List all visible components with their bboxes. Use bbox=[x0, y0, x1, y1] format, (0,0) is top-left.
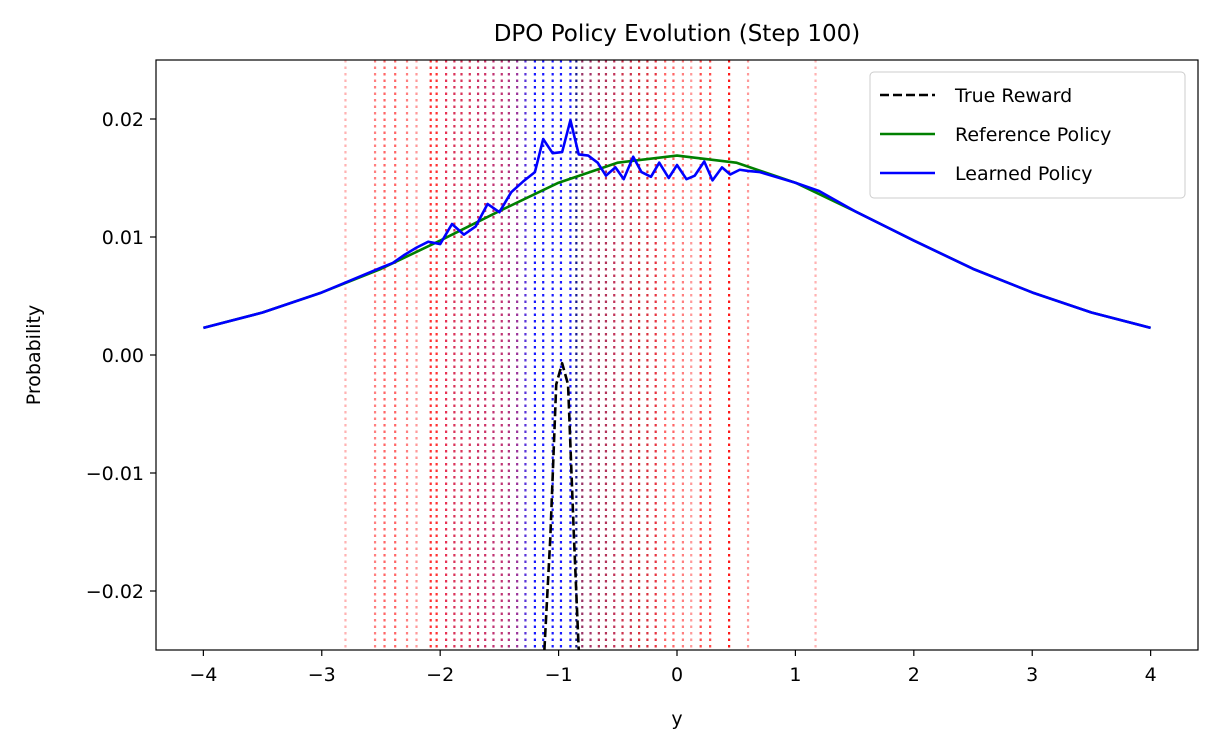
x-tick-label: 4 bbox=[1145, 664, 1157, 686]
y-tick-label: 0.02 bbox=[102, 109, 144, 131]
x-tick-label: −3 bbox=[308, 664, 336, 686]
x-tick-label: 3 bbox=[1026, 664, 1038, 686]
legend-label: True Reward bbox=[954, 85, 1072, 107]
legend: True Reward Reference Policy Learned Polic… bbox=[869, 71, 1186, 199]
x-tick-label: 0 bbox=[671, 664, 683, 686]
x-axis-label: y bbox=[671, 708, 682, 730]
y-axis-ticks: −0.02 −0.01 0.00 0.01 0.02 bbox=[86, 109, 156, 603]
y-tick-label: 0.00 bbox=[102, 345, 144, 367]
x-axis-ticks: −4 −3 −2 −1 0 1 2 3 4 bbox=[189, 650, 1157, 686]
legend-label: Reference Policy bbox=[955, 124, 1111, 146]
legend-label: Learned Policy bbox=[955, 163, 1093, 185]
highlight-lines bbox=[344, 60, 817, 650]
x-tick-label: 1 bbox=[789, 664, 801, 686]
y-axis-label: Probability bbox=[23, 305, 45, 405]
chart-title: DPO Policy Evolution (Step 100) bbox=[494, 21, 861, 47]
y-tick-label: −0.02 bbox=[86, 581, 144, 603]
x-tick-label: 2 bbox=[908, 664, 920, 686]
y-tick-label: −0.01 bbox=[86, 463, 144, 485]
x-tick-label: −1 bbox=[545, 664, 573, 686]
series-line-true-reward bbox=[543, 361, 581, 651]
x-tick-label: −4 bbox=[189, 664, 217, 686]
series-line-learned-policy bbox=[203, 118, 1151, 330]
y-tick-label: 0.01 bbox=[102, 227, 144, 249]
legend-box bbox=[869, 71, 1186, 199]
series-layer bbox=[203, 118, 1151, 651]
x-tick-label: −2 bbox=[426, 664, 454, 686]
